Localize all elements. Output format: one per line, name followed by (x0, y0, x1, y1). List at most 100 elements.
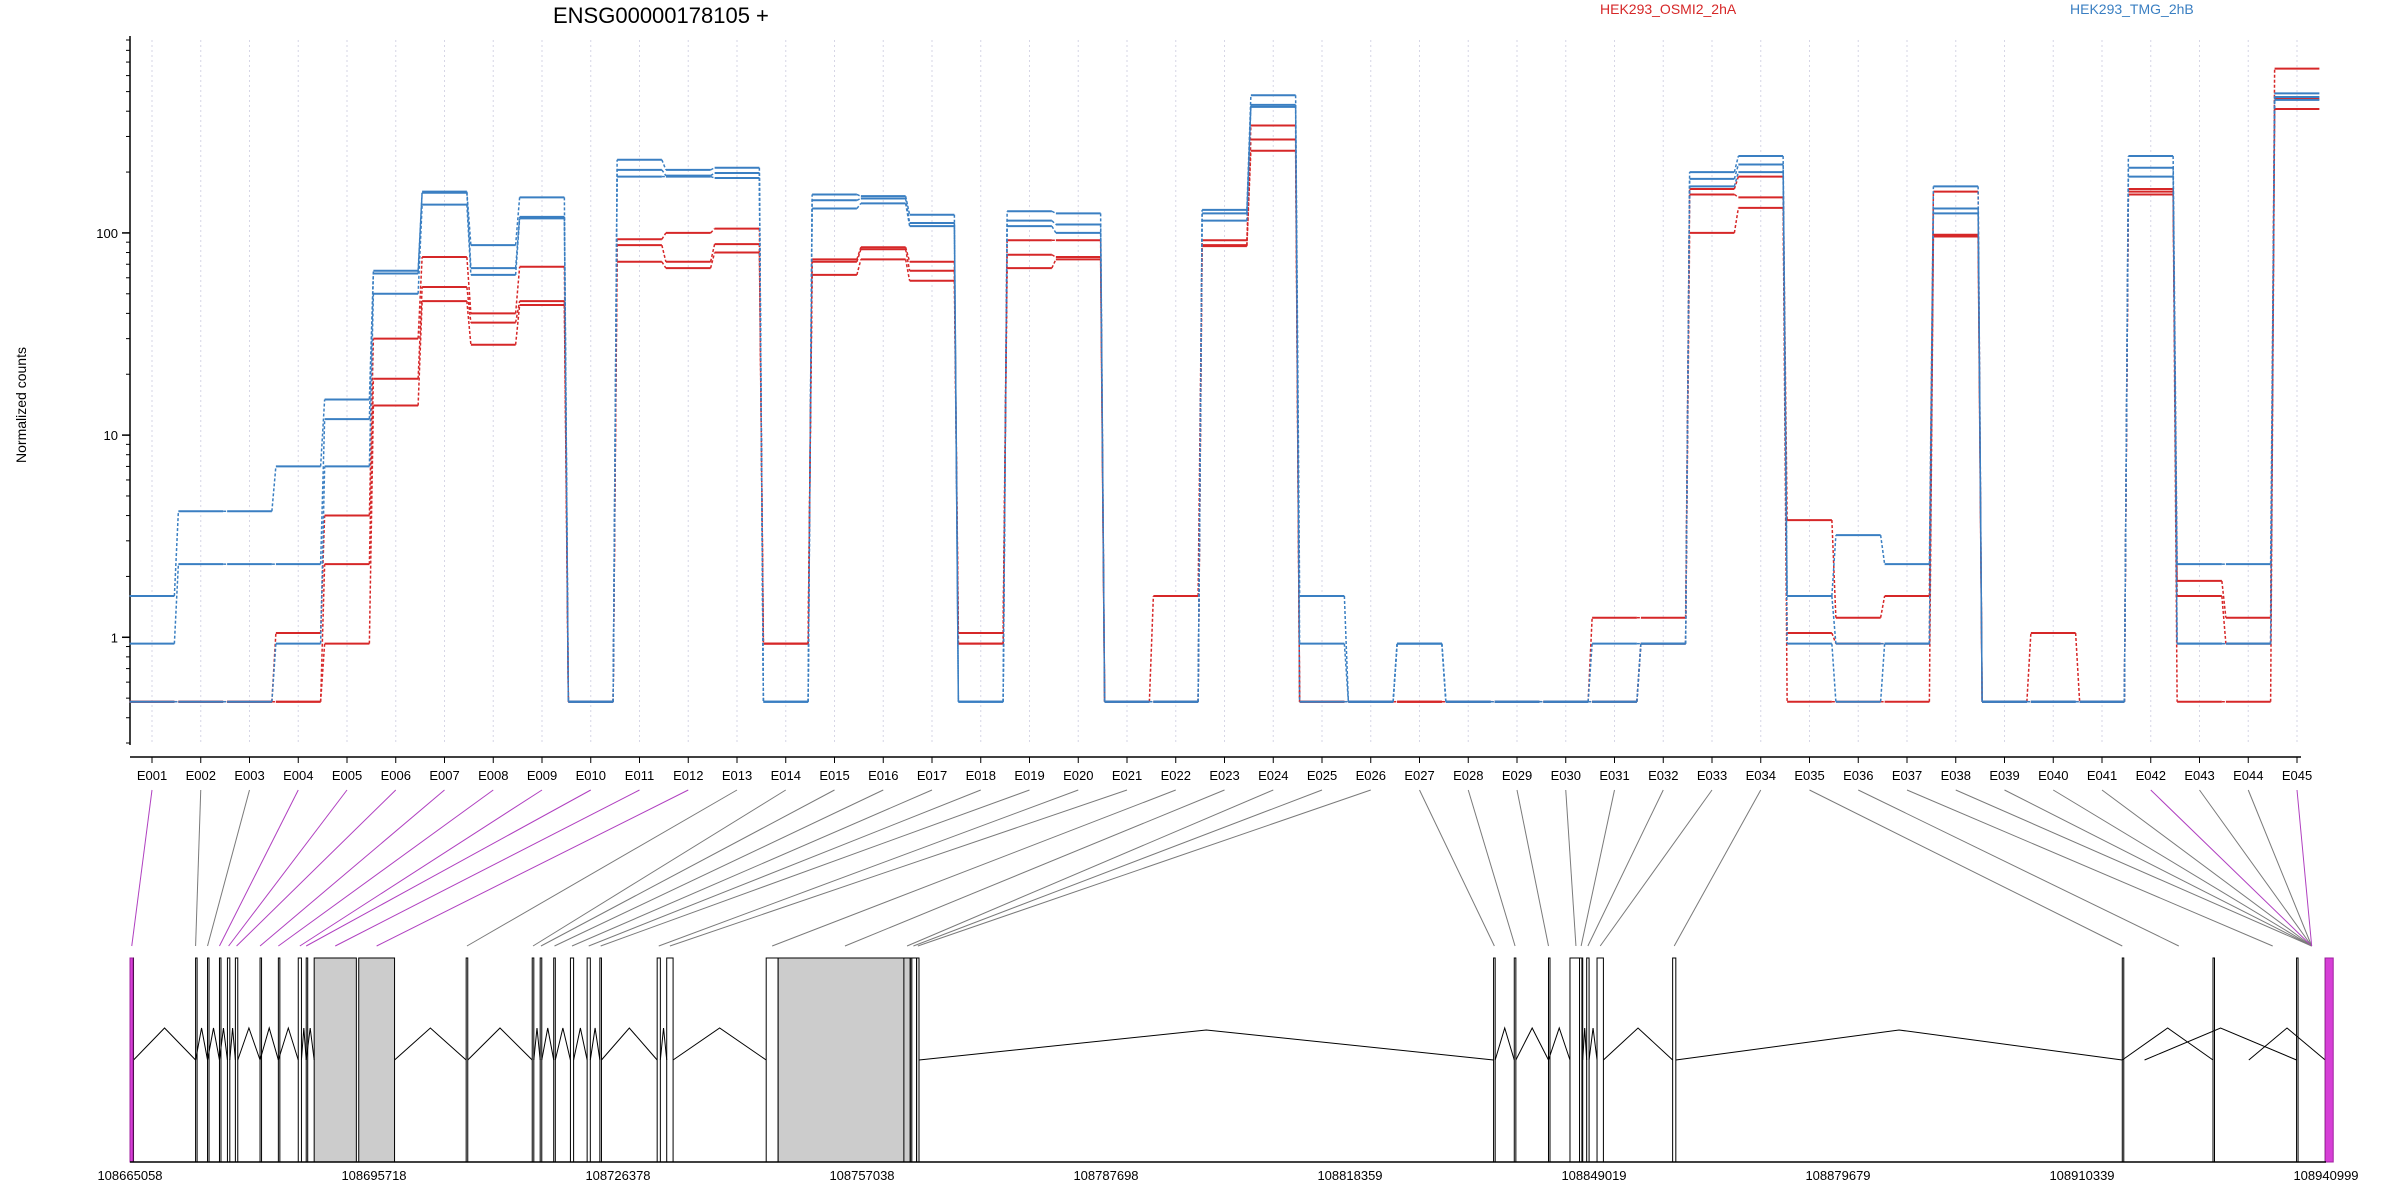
exon-connector (2296, 789, 2313, 947)
series-connector (856, 259, 862, 276)
series-connector (2269, 109, 2276, 702)
intron-line (541, 1027, 555, 1061)
intron-line (589, 1027, 601, 1061)
exon-label: E035 (1794, 768, 1824, 783)
series-connector (319, 643, 326, 702)
series-connector (904, 203, 911, 227)
intron-line (1515, 1026, 1549, 1061)
series-connector (1392, 643, 1398, 702)
exon-box (234, 957, 239, 1163)
exon-label: E019 (1014, 768, 1044, 783)
series-connector (661, 169, 667, 177)
series-connector (612, 245, 618, 702)
exon-label: E003 (234, 768, 264, 783)
series-connector (319, 515, 326, 634)
exon-label: E025 (1307, 768, 1337, 783)
series-connector (1733, 164, 1740, 180)
exon-box (916, 957, 920, 1163)
series-connector (466, 256, 472, 314)
exon-connector (1906, 789, 2273, 947)
series-connector (417, 256, 423, 339)
exon-box (2296, 957, 2299, 1163)
exon-box (358, 957, 396, 1163)
intron-line (394, 1027, 467, 1061)
series-connector (904, 259, 911, 281)
exon-connector (1955, 789, 2312, 947)
series-connector (612, 176, 618, 702)
exon-label: E033 (1697, 768, 1727, 783)
series-connector (1051, 259, 1057, 269)
exon-label: E001 (137, 768, 167, 783)
exon-label: E006 (381, 768, 411, 783)
series-connector (758, 177, 765, 702)
series-connector (1441, 643, 1447, 702)
exon-label: E028 (1453, 768, 1483, 783)
series-connector (1197, 220, 1203, 702)
exon-box (1579, 957, 1584, 1163)
series-connector (1099, 232, 1106, 702)
series-connector (953, 226, 960, 702)
exon-box (313, 957, 357, 1163)
exon-connector (2247, 789, 2313, 947)
series-connector (417, 286, 423, 379)
series-connector (856, 249, 862, 263)
series-connector (710, 228, 716, 234)
intron-line (1588, 1027, 1598, 1061)
exon-label: E017 (917, 768, 947, 783)
intron-line (672, 1027, 767, 1061)
coord-tick-label: 108726378 (585, 1168, 650, 1183)
exon-label: E024 (1258, 768, 1288, 783)
series-connector (1392, 643, 1398, 702)
intron-line (277, 1026, 299, 1061)
y-tick-label: 1 (111, 630, 118, 645)
coord-tick-label: 108910339 (2049, 1168, 2114, 1183)
exon-connector (1599, 789, 1713, 947)
intron-line (1675, 1029, 2123, 1061)
exon-label: E012 (673, 768, 703, 783)
series-connector (514, 304, 521, 345)
series-connector (1782, 172, 1788, 644)
series-connector (1197, 240, 1203, 597)
exon-label: E002 (186, 768, 216, 783)
intron-line (467, 1027, 533, 1061)
series-connector (1294, 106, 1301, 702)
exon-box (1493, 957, 1496, 1163)
series-connector (710, 175, 715, 179)
exon-box (226, 957, 231, 1163)
exon-connector (2101, 789, 2312, 947)
series-connector (2123, 176, 2130, 702)
series-connector (1246, 139, 1252, 246)
highlighted-exon (129, 957, 134, 1163)
series-connector (319, 399, 326, 467)
series-connector (1441, 643, 1447, 702)
exon-label: E021 (1112, 768, 1142, 783)
exon-connector (1419, 789, 1495, 947)
exon-label: E037 (1892, 768, 1922, 783)
legend-entry-osmi: HEK293_OSMI2_2hA (1600, 1, 1737, 17)
exon-label: E013 (722, 768, 752, 783)
exon-label: E015 (819, 768, 849, 783)
series-connector (1733, 155, 1740, 173)
exon-connector (554, 789, 884, 947)
series-connector (319, 564, 326, 702)
series-connector (2269, 99, 2276, 644)
exon-label: E007 (429, 768, 459, 783)
series-connector (1733, 193, 1739, 198)
series-connector (466, 204, 472, 275)
exon-label: E020 (1063, 768, 1093, 783)
series-connector (563, 218, 570, 702)
series-connector (1831, 632, 1837, 644)
exon-connector (228, 789, 348, 947)
exon-connector (1858, 789, 2179, 947)
y-axis-label: Normalized counts (13, 347, 29, 463)
exon-connector (2150, 789, 2313, 947)
series-connector (1879, 643, 1886, 702)
exon-connector (532, 789, 787, 947)
exon-connector (335, 789, 640, 947)
exon-connector (658, 789, 1079, 947)
exon-label: E027 (1404, 768, 1434, 783)
exon-connector (1809, 789, 2123, 947)
series-connector (904, 249, 911, 271)
y-tick-label: 100 (96, 226, 118, 241)
